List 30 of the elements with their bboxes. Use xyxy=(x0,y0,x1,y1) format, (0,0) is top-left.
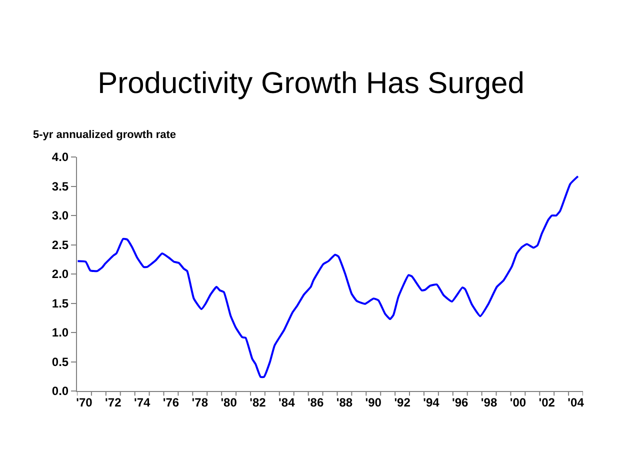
x-tick-label: '94 xyxy=(423,395,440,410)
x-tick-label: '78 xyxy=(192,395,208,410)
x-tick-label: '02 xyxy=(538,395,556,410)
y-tick-label: 3.0 xyxy=(52,208,69,223)
y-axis-title: 5-yr annualized growth rate xyxy=(33,129,176,141)
x-tick-label: '74 xyxy=(134,395,150,410)
x-tick-label: '84 xyxy=(278,395,296,410)
line-series xyxy=(77,175,579,378)
x-tick-label: '88 xyxy=(336,395,353,410)
y-tick-label: 0.0 xyxy=(52,384,69,398)
x-tick-label: '70 xyxy=(76,395,93,410)
y-tick-label: 2.0 xyxy=(52,267,69,282)
chart-title: Productivity Growth Has Surged xyxy=(98,67,524,100)
x-tick-label: '76 xyxy=(162,395,180,410)
y-tick-label: 1.0 xyxy=(52,326,69,340)
x-tick-label: '96 xyxy=(452,395,469,410)
x-tick-label: '92 xyxy=(394,395,411,410)
y-tick-label: 1.5 xyxy=(52,296,69,310)
x-tick-label: '00 xyxy=(510,395,526,410)
x-tick-label: '98 xyxy=(480,395,498,410)
x-tick-label: '86 xyxy=(307,395,324,410)
x-tick-label: '04 xyxy=(568,395,584,410)
x-tick-label: '72 xyxy=(105,395,122,410)
y-tick-label: 3.5 xyxy=(52,179,69,194)
y-tick-label: 0.5 xyxy=(52,354,69,369)
x-tick-label: '82 xyxy=(250,395,266,410)
x-tick-label: '90 xyxy=(365,395,382,410)
y-tick-label: 4.0 xyxy=(52,150,69,164)
x-tick-label: '80 xyxy=(220,395,238,410)
y-tick-label: 2.5 xyxy=(52,238,69,252)
